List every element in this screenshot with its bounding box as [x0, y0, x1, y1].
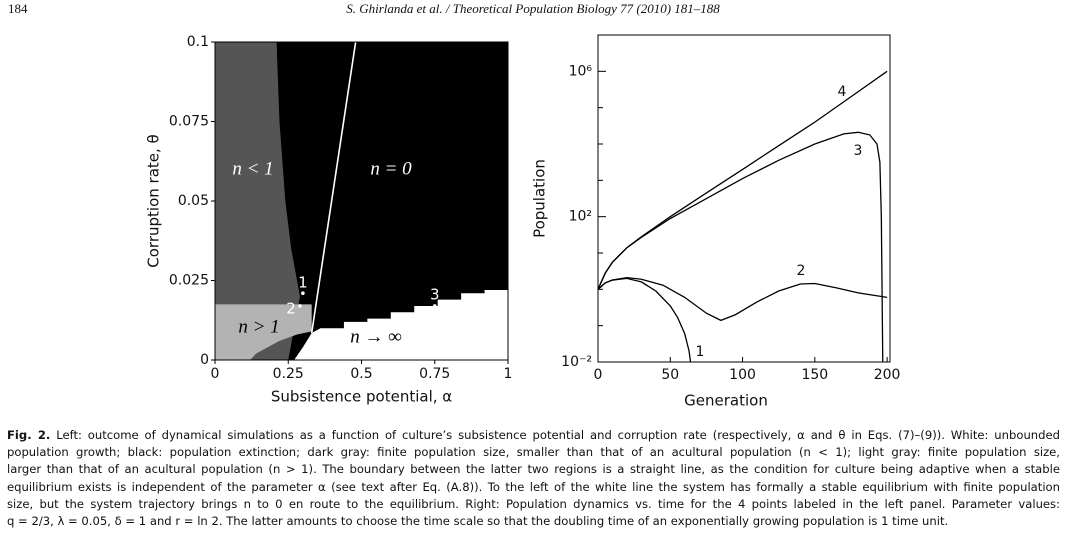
boundary-line: [310, 41, 357, 334]
point: [432, 307, 437, 311]
caption: Fig. 2. Left: outcome of dynamical simul…: [7, 427, 1060, 530]
point-label: 4: [430, 312, 440, 330]
series-line: [597, 276, 888, 322]
x-tick-label: 0.75: [419, 366, 450, 382]
region: [215, 42, 300, 360]
caption-line: Fig. 2. Left: outcome of dynamical simul…: [7, 427, 1060, 444]
y-tick-label: 0: [200, 352, 209, 368]
point-label: 1: [298, 274, 308, 292]
caption-text: Left: outcome of dynamical simulations a…: [56, 428, 1061, 442]
region-label: n > 1: [238, 316, 279, 337]
x-tick-label: 1: [504, 366, 513, 382]
series-line: [597, 277, 692, 363]
region-label: n → ∞: [350, 326, 402, 347]
region: [215, 304, 312, 360]
y-tick-label: 0.1: [187, 34, 209, 50]
x-tick-label: 150: [801, 367, 828, 383]
x-tick-label: 0: [594, 367, 603, 383]
series-label: 1: [696, 344, 705, 360]
region-label: n = 0: [370, 158, 412, 179]
x-tick-label: 0: [211, 366, 220, 382]
series-label: 4: [838, 84, 847, 100]
x-tick-label: 50: [661, 367, 679, 383]
plot-frame: [597, 34, 891, 363]
region: [276, 42, 508, 360]
caption-line: larger than that of an acultural populat…: [7, 462, 1060, 477]
y-tick-label: 0.075: [169, 114, 209, 130]
y-tick-label: 10⁻²: [561, 354, 592, 370]
x-axis-label: Subsistence potential, α: [271, 388, 452, 406]
caption-line: size, but the system trajectory brings n…: [7, 496, 1060, 511]
y-axis-label: Population: [531, 159, 549, 238]
series-label: 2: [797, 263, 806, 279]
y-tick-label: 0.05: [178, 193, 209, 209]
y-tick-label: 10²: [569, 209, 592, 225]
running-title: S. Ghirlanda et al. / Theoretical Popula…: [346, 1, 720, 16]
point: [298, 304, 302, 308]
region-label: n < 1: [232, 158, 273, 179]
point-label: 3: [430, 285, 440, 303]
x-axis-label: Generation: [684, 392, 768, 410]
caption-line: q = 2/3, λ = 0.05, δ = 1 and r = ln 2. T…: [7, 514, 949, 529]
x-tick-label: 0.25: [273, 366, 304, 382]
x-tick-label: 0.5: [350, 366, 372, 382]
y-tick-label: 0.025: [169, 273, 209, 289]
point: [432, 304, 437, 308]
y-tick-label: 10⁶: [569, 63, 593, 79]
series-label: 3: [854, 143, 863, 159]
series-line: [597, 70, 888, 290]
series-line: [597, 131, 884, 363]
caption-line: equilibrium exists is independent of the…: [7, 479, 1060, 494]
caption-line: population growth; black: population ext…: [7, 445, 1060, 460]
page-number: 184: [8, 1, 28, 16]
caption-label: Fig. 2.: [7, 428, 51, 442]
point: [301, 291, 305, 296]
point-label: 2: [286, 299, 296, 317]
x-tick-label: 100: [729, 367, 756, 383]
x-tick-label: 200: [874, 367, 901, 383]
y-axis-label: Corruption rate, θ: [145, 134, 163, 267]
